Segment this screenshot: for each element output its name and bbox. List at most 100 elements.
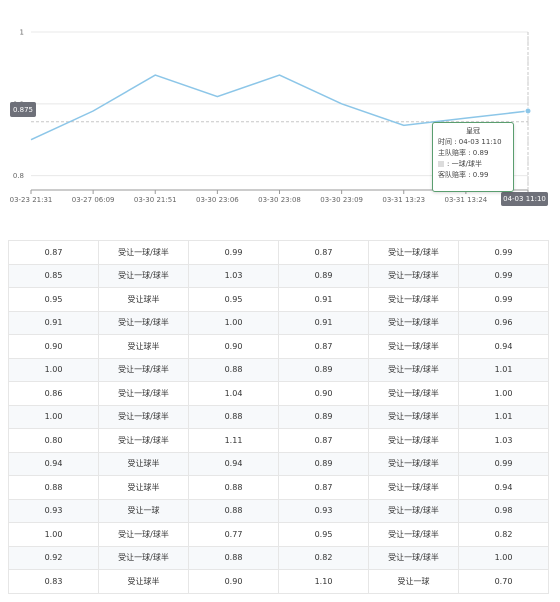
y-tick-label: 1: [20, 29, 24, 37]
table-cell: 0.94: [458, 475, 549, 500]
table-cell: 1.01: [458, 357, 549, 382]
table-cell: 0.88: [188, 475, 279, 500]
table-cell: 受让一球/球半: [368, 287, 459, 312]
x-tick-label: 03-23 21:31: [10, 196, 53, 204]
table-cell: 受让球半: [98, 334, 189, 359]
table-cell: 1.03: [188, 263, 279, 288]
table-cell: 0.95: [188, 287, 279, 312]
table-cell: 0.88: [188, 357, 279, 382]
table-cell: 0.87: [278, 334, 369, 359]
table-cell: 0.94: [458, 334, 549, 359]
tooltip-away: 客队赔率 : 0.99: [438, 171, 489, 179]
table-cell: 1.00: [8, 404, 99, 429]
table-row: 1.00 受让一球/球半 0.88 0.89 受让一球/球半 1.01: [8, 404, 549, 429]
table-cell: 0.91: [278, 310, 369, 335]
x-tick-label: 03-27 06:09: [72, 196, 115, 204]
table-cell: 受让一球/球半: [368, 357, 459, 382]
table-cell: 1.00: [458, 545, 549, 570]
table-cell: 受让一球/球半: [368, 310, 459, 335]
table-cell: 受让一球/球半: [368, 334, 459, 359]
table-cell: 1.00: [8, 522, 99, 547]
table-cell: 0.83: [8, 569, 99, 594]
table-cell: 1.01: [458, 404, 549, 429]
table-cell: 0.82: [458, 522, 549, 547]
legend-swatch-icon: [438, 161, 444, 167]
table-row: 0.88 受让球半 0.88 0.87 受让一球/球半 0.94: [8, 475, 549, 500]
tooltip-time: 时间 : 04-03 11:10: [438, 138, 502, 146]
table-cell: 0.70: [458, 569, 549, 594]
table-cell: 0.95: [8, 287, 99, 312]
x-tick-label: 03-30 21:51: [134, 196, 177, 204]
table-cell: 受让一球/球半: [368, 428, 459, 453]
x-axis-pointer-label: 04-03 11:10: [501, 192, 548, 206]
table-cell: 0.89: [278, 357, 369, 382]
table-cell: 0.87: [278, 428, 369, 453]
table-cell: 受让一球/球半: [98, 404, 189, 429]
table-row: 0.83 受让球半 0.90 1.10 受让一球 0.70: [8, 569, 549, 594]
table-row: 0.87 受让一球/球半 0.99 0.87 受让一球/球半 0.99: [8, 240, 549, 265]
table-cell: 0.99: [458, 240, 549, 265]
chart-tooltip: 皇冠 时间 : 04-03 11:10 主队赔率 : 0.89 : 一球/球半 …: [432, 122, 514, 192]
table-cell: 受让一球: [368, 569, 459, 594]
table-cell: 0.94: [8, 451, 99, 476]
highlight-point: [524, 107, 532, 115]
series-line: [30, 74, 529, 141]
table-row: 0.85 受让一球/球半 1.03 0.89 受让一球/球半 0.99: [8, 263, 549, 288]
table-cell: 0.80: [8, 428, 99, 453]
table-row: 0.94 受让球半 0.94 0.89 受让一球/球半 0.99: [8, 451, 549, 476]
tooltip-handicap: : 一球/球半: [447, 160, 482, 168]
table-row: 1.00 受让一球/球半 0.88 0.89 受让一球/球半 1.01: [8, 357, 549, 382]
table-cell: 受让球半: [98, 287, 189, 312]
table-cell: 0.99: [188, 240, 279, 265]
x-tick-label: 03-30 23:06: [196, 196, 239, 204]
table-cell: 受让一球/球半: [98, 263, 189, 288]
table-cell: 0.98: [458, 498, 549, 523]
table-cell: 受让一球/球半: [368, 475, 459, 500]
odds-history-table: 0.87 受让一球/球半 0.99 0.87 受让一球/球半 0.99 0.85 受让一球/球…: [8, 240, 549, 594]
table-cell: 受让一球/球半: [368, 522, 459, 547]
table-row: 0.92 受让一球/球半 0.88 0.82 受让一球/球半 1.00: [8, 545, 549, 570]
table-cell: 0.99: [458, 263, 549, 288]
table-cell: 受让球半: [98, 451, 189, 476]
table-cell: 受让一球/球半: [368, 240, 459, 265]
x-tick-label: 03-30 23:09: [320, 196, 363, 204]
table-cell: 受让一球/球半: [98, 240, 189, 265]
table-cell: 受让一球/球半: [368, 451, 459, 476]
table-cell: 受让一球/球半: [98, 545, 189, 570]
table-cell: 受让一球/球半: [98, 310, 189, 335]
table-cell: 1.10: [278, 569, 369, 594]
x-tick-label: 03-31 13:24: [445, 196, 488, 204]
table-cell: 1.00: [458, 381, 549, 406]
tooltip-title: 皇冠: [466, 127, 480, 135]
table-row: 0.86 受让一球/球半 1.04 0.90 受让一球/球半 1.00: [8, 381, 549, 406]
table-cell: 1.04: [188, 381, 279, 406]
table-cell: 受让球半: [98, 475, 189, 500]
table-cell: 0.90: [188, 334, 279, 359]
table-cell: 0.93: [278, 498, 369, 523]
table-cell: 受让一球/球半: [98, 522, 189, 547]
table-cell: 受让一球/球半: [368, 404, 459, 429]
table-cell: 受让一球/球半: [368, 381, 459, 406]
table-cell: 0.93: [8, 498, 99, 523]
table-cell: 0.85: [8, 263, 99, 288]
table-cell: 0.89: [278, 451, 369, 476]
x-tick-label: 03-31 13:23: [382, 196, 425, 204]
table-cell: 0.96: [458, 310, 549, 335]
table-cell: 0.86: [8, 381, 99, 406]
table-cell: 0.90: [278, 381, 369, 406]
table-cell: 0.77: [188, 522, 279, 547]
table-row: 1.00 受让一球/球半 0.77 0.95 受让一球/球半 0.82: [8, 522, 549, 547]
table-row: 0.90 受让球半 0.90 0.87 受让一球/球半 0.94: [8, 334, 549, 359]
table-cell: 0.90: [8, 334, 99, 359]
table-cell: 0.94: [188, 451, 279, 476]
table-row: 0.80 受让一球/球半 1.11 0.87 受让一球/球半 1.03: [8, 428, 549, 453]
table-cell: 1.00: [188, 310, 279, 335]
y-tick-label: 0.8: [13, 172, 24, 180]
table-cell: 0.99: [458, 451, 549, 476]
table-cell: 受让一球/球半: [368, 545, 459, 570]
table-cell: 0.88: [8, 475, 99, 500]
table-cell: 1.00: [8, 357, 99, 382]
table-cell: 0.90: [188, 569, 279, 594]
table-cell: 0.87: [278, 240, 369, 265]
